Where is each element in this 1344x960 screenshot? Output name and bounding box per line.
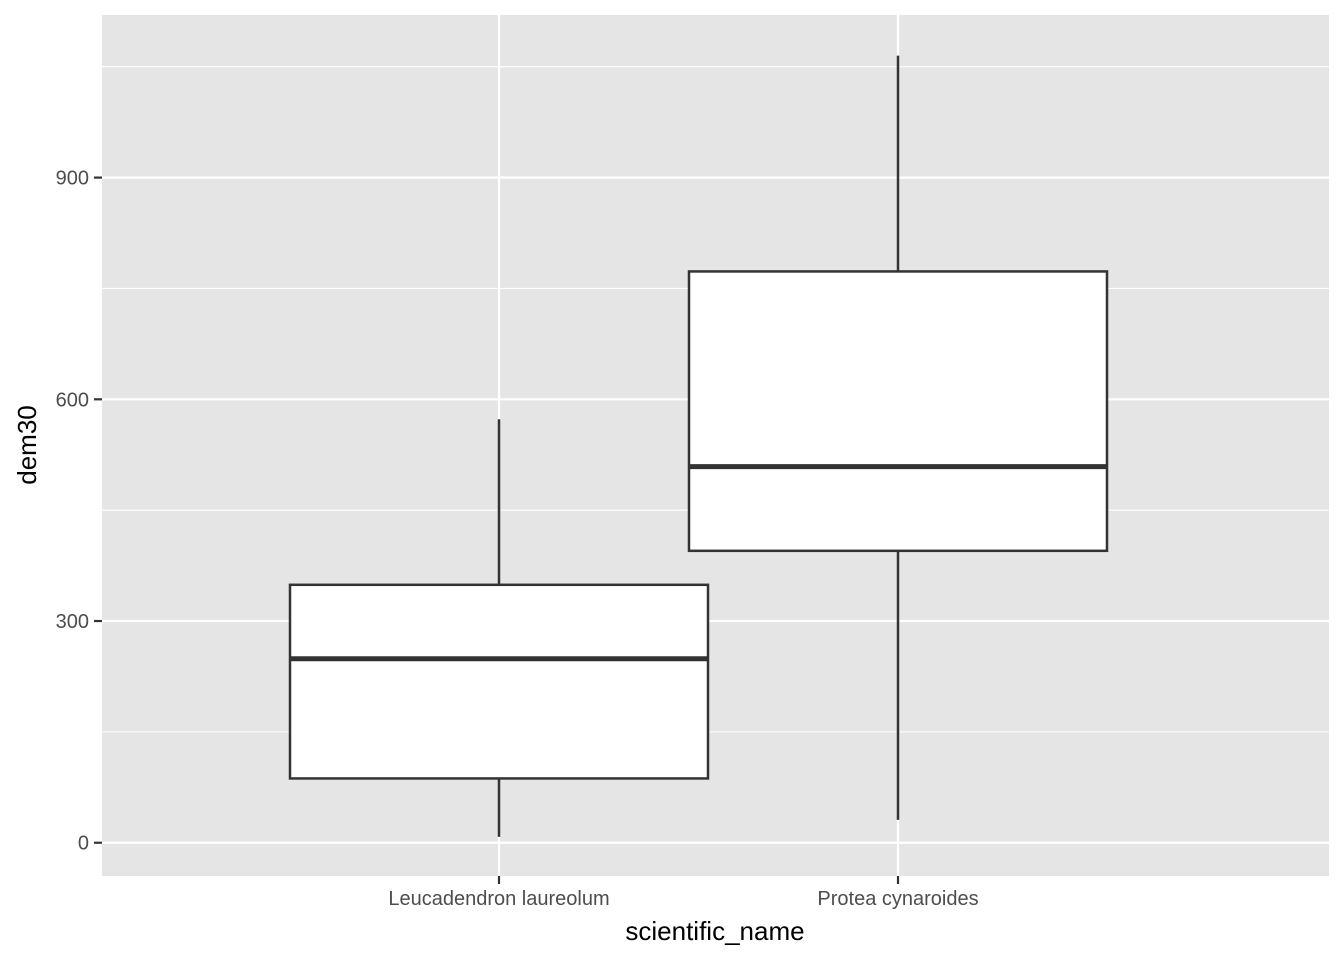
box-2: [687, 55, 1109, 820]
x-axis-title: scientific_name: [625, 916, 804, 946]
y-tick-label: 0: [78, 833, 89, 855]
box-series: [288, 55, 1109, 837]
y-axis: 0 300 600 900: [56, 168, 102, 855]
y-tick-label: 300: [56, 611, 89, 633]
y-tick-label: 600: [56, 389, 89, 411]
x-axis: Leucadendron laureolum Protea cynaroides: [388, 876, 979, 910]
x-tick-label: Protea cynaroides: [817, 888, 978, 910]
y-tick-label: 900: [56, 168, 89, 190]
box-iqr: [288, 583, 710, 780]
y-axis-title: dem30: [12, 405, 42, 485]
box-iqr: [687, 270, 1109, 553]
box-1: [288, 419, 710, 837]
x-tick-label: Leucadendron laureolum: [388, 888, 609, 910]
